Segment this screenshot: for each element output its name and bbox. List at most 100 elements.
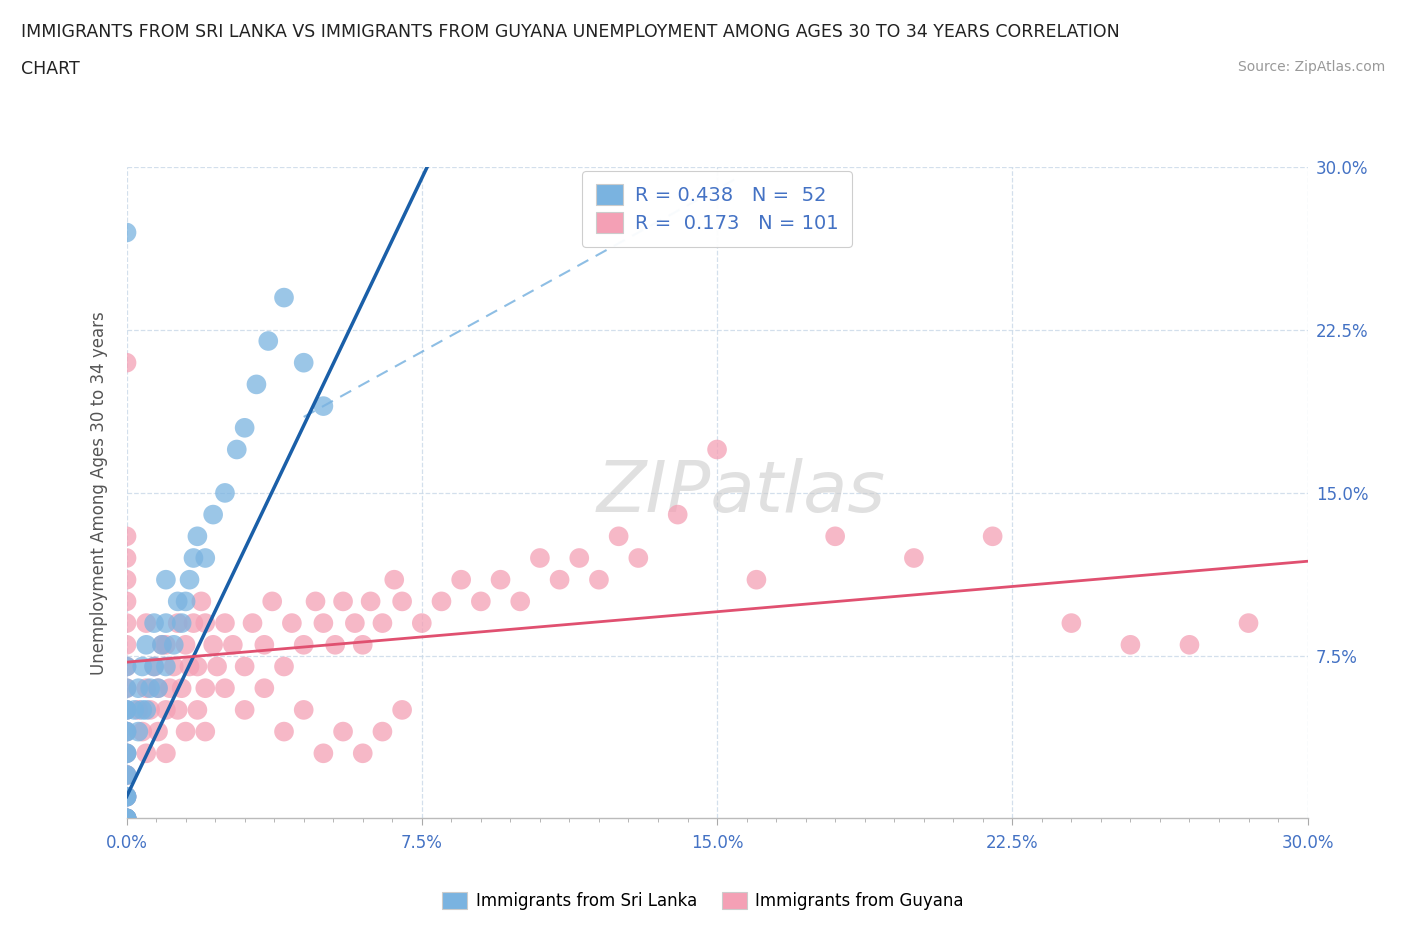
Point: [115, 811, 138, 826]
Point: [159, 681, 181, 696]
Point: [135, 746, 157, 761]
Point: [222, 637, 245, 652]
Point: [205, 659, 228, 674]
Point: [706, 442, 728, 457]
Point: [174, 594, 197, 609]
Point: [430, 594, 453, 609]
Text: Source: ZipAtlas.com: Source: ZipAtlas.com: [1237, 60, 1385, 74]
Point: [202, 507, 225, 522]
Point: [115, 529, 138, 544]
Point: [115, 790, 138, 804]
Point: [174, 724, 197, 739]
Point: [509, 594, 531, 609]
Point: [115, 572, 138, 587]
Point: [262, 594, 284, 609]
Point: [115, 551, 138, 565]
Point: [225, 442, 247, 457]
Point: [115, 681, 138, 696]
Point: [292, 355, 315, 370]
Point: [214, 485, 236, 500]
Point: [115, 724, 138, 739]
Point: [332, 724, 354, 739]
Point: [155, 659, 177, 674]
Point: [135, 702, 157, 717]
Point: [131, 702, 153, 717]
Point: [150, 637, 173, 652]
Point: [135, 616, 157, 631]
Point: [115, 659, 138, 674]
Point: [981, 529, 1004, 544]
Point: [1237, 616, 1260, 631]
Point: [115, 594, 138, 609]
Point: [183, 551, 205, 565]
Point: [115, 790, 138, 804]
Point: [273, 659, 295, 674]
Point: [245, 377, 267, 392]
Point: [371, 724, 394, 739]
Point: [360, 594, 382, 609]
Point: [155, 746, 177, 761]
Legend: R = 0.438   N =  52, R =  0.173   N = 101: R = 0.438 N = 52, R = 0.173 N = 101: [582, 170, 852, 247]
Point: [529, 551, 551, 565]
Point: [568, 551, 591, 565]
Point: [323, 637, 346, 652]
Point: [115, 790, 138, 804]
Point: [194, 681, 217, 696]
Point: [1060, 616, 1083, 631]
Point: [115, 811, 138, 826]
Point: [233, 702, 256, 717]
Point: [332, 594, 354, 609]
Point: [312, 399, 335, 414]
Point: [146, 681, 169, 696]
Point: [273, 724, 295, 739]
Point: [115, 790, 138, 804]
Point: [115, 225, 138, 240]
Point: [253, 637, 276, 652]
Point: [115, 746, 138, 761]
Point: [1119, 637, 1142, 652]
Point: [312, 746, 335, 761]
Point: [257, 334, 280, 349]
Point: [155, 702, 177, 717]
Point: [174, 637, 197, 652]
Point: [155, 637, 177, 652]
Point: [233, 420, 256, 435]
Point: [115, 811, 138, 826]
Point: [202, 637, 225, 652]
Point: [127, 702, 149, 717]
Point: [115, 702, 138, 717]
Point: [903, 551, 925, 565]
Point: [143, 659, 166, 674]
Point: [292, 637, 315, 652]
Point: [214, 681, 236, 696]
Point: [115, 724, 138, 739]
Point: [343, 616, 366, 631]
Point: [190, 594, 212, 609]
Point: [179, 572, 201, 587]
Point: [166, 616, 188, 631]
Point: [143, 659, 166, 674]
Point: [115, 811, 138, 826]
Point: [115, 724, 138, 739]
Point: [115, 681, 138, 696]
Point: [273, 290, 295, 305]
Point: [115, 767, 138, 782]
Point: [131, 659, 153, 674]
Point: [588, 572, 610, 587]
Point: [470, 594, 492, 609]
Point: [824, 529, 846, 544]
Point: [115, 659, 138, 674]
Point: [146, 724, 169, 739]
Point: [127, 724, 149, 739]
Point: [170, 616, 193, 631]
Point: [150, 637, 173, 652]
Point: [163, 637, 186, 652]
Point: [115, 702, 138, 717]
Point: [281, 616, 304, 631]
Point: [352, 746, 374, 761]
Point: [194, 551, 217, 565]
Point: [163, 659, 186, 674]
Legend: Immigrants from Sri Lanka, Immigrants from Guyana: Immigrants from Sri Lanka, Immigrants fr…: [436, 885, 970, 917]
Point: [115, 811, 138, 826]
Point: [391, 594, 413, 609]
